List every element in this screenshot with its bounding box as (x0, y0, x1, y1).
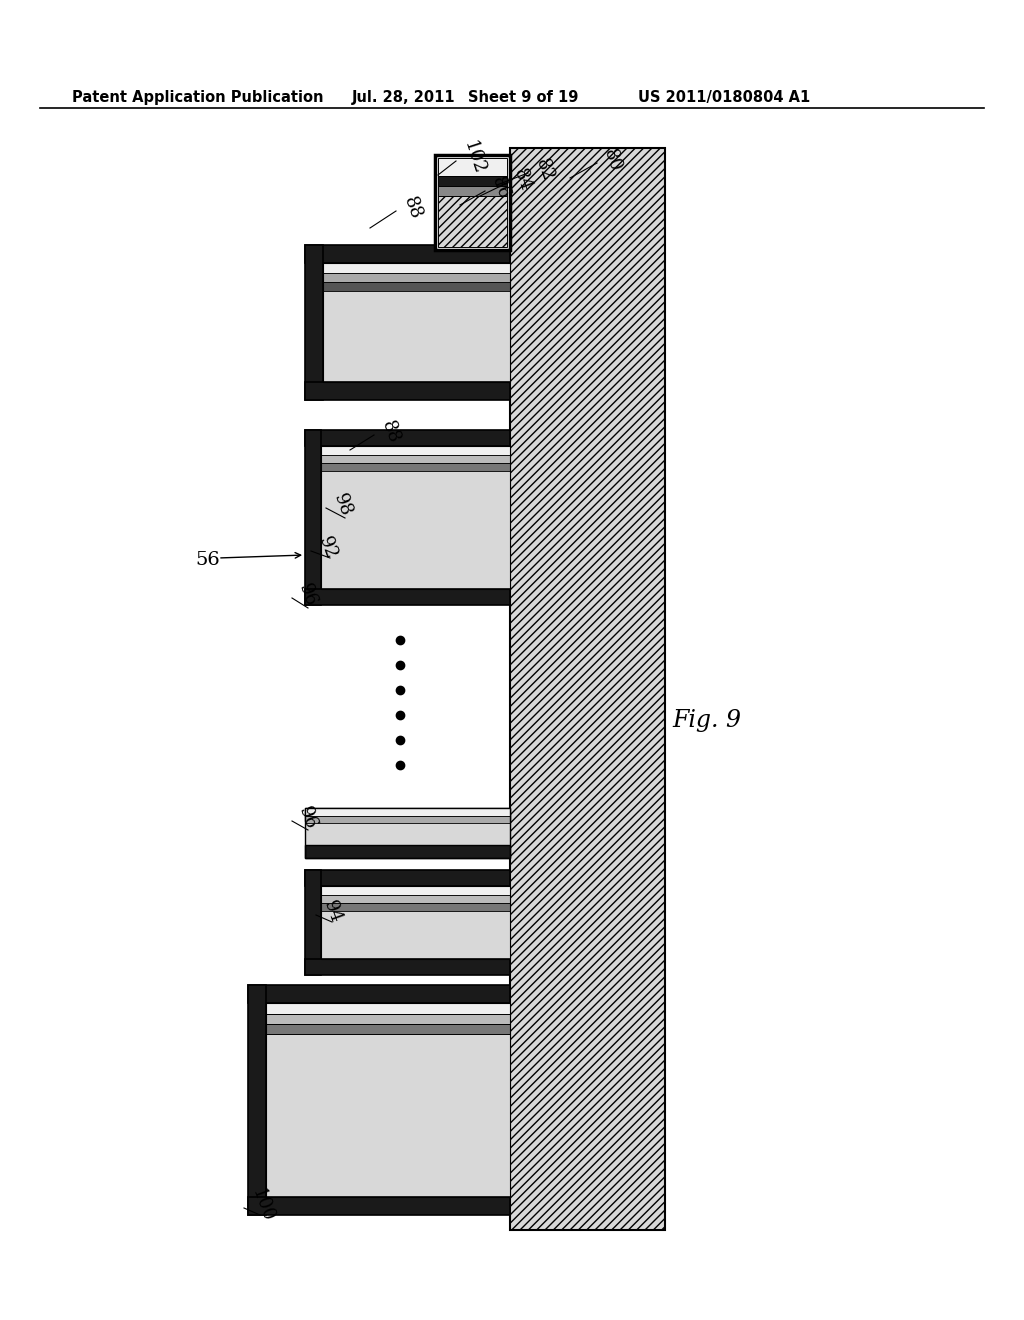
Text: 98: 98 (330, 491, 354, 519)
Text: 96: 96 (295, 581, 319, 609)
Text: US 2011/0180804 A1: US 2011/0180804 A1 (638, 90, 810, 106)
Bar (305, 845, 510, 858)
Text: 102: 102 (460, 139, 487, 177)
Text: Sheet 9 of 19: Sheet 9 of 19 (468, 90, 579, 106)
Bar (435, 154, 510, 249)
Bar (321, 886, 510, 960)
Bar (305, 808, 510, 821)
Bar (321, 446, 510, 589)
Bar (305, 821, 510, 845)
Text: Fig. 9: Fig. 9 (672, 709, 741, 731)
Bar (305, 816, 510, 822)
Bar (321, 886, 510, 895)
Bar (321, 886, 510, 960)
Bar (323, 273, 510, 282)
Bar (321, 895, 510, 903)
Bar (305, 808, 510, 816)
Bar (323, 263, 510, 381)
Text: Patent Application Publication: Patent Application Publication (72, 90, 324, 106)
Bar (266, 1003, 510, 1197)
Bar (321, 455, 510, 463)
Text: 86: 86 (488, 174, 513, 202)
Bar (305, 870, 510, 886)
Bar (248, 1197, 510, 1214)
Bar (438, 176, 507, 186)
Bar (266, 1003, 510, 1197)
Bar (321, 463, 510, 471)
Text: 94: 94 (319, 898, 345, 925)
Bar (248, 985, 266, 1214)
Bar (321, 903, 510, 911)
Bar (266, 1024, 510, 1034)
Bar (323, 263, 510, 381)
Bar (323, 282, 510, 290)
Bar (305, 246, 323, 400)
Bar (305, 960, 510, 975)
Text: 88: 88 (400, 194, 425, 222)
Bar (321, 446, 510, 455)
Text: 88: 88 (378, 418, 402, 446)
Text: 84: 84 (510, 166, 535, 194)
Text: 82: 82 (532, 156, 557, 183)
Bar (305, 589, 510, 605)
Text: 96: 96 (295, 804, 319, 832)
Text: 92: 92 (315, 535, 340, 562)
Bar (305, 381, 510, 400)
Bar (305, 430, 510, 446)
Bar (305, 246, 510, 263)
Bar (248, 985, 510, 1003)
Bar (305, 808, 510, 858)
Bar (321, 446, 510, 589)
Text: 56: 56 (195, 550, 220, 569)
Text: 80: 80 (600, 147, 625, 174)
Text: Jul. 28, 2011: Jul. 28, 2011 (352, 90, 456, 106)
Bar (266, 1014, 510, 1024)
Bar (435, 154, 510, 249)
Bar (438, 186, 507, 195)
Bar (323, 263, 510, 273)
Bar (305, 870, 321, 975)
Text: 100: 100 (248, 1185, 276, 1224)
Bar (305, 430, 321, 605)
Bar (438, 158, 507, 176)
Bar (438, 195, 507, 247)
Bar (266, 1003, 510, 1014)
Bar (510, 148, 665, 1230)
